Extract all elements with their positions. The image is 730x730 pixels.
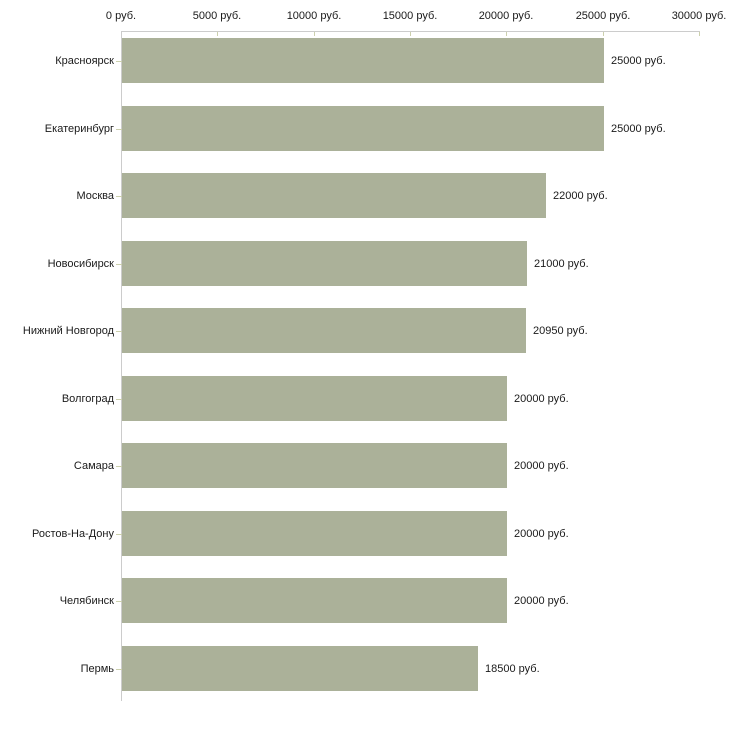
bar	[122, 241, 527, 286]
value-label: 20000 руб.	[514, 594, 569, 607]
x-axis-tick-mark	[410, 31, 411, 36]
value-label: 18500 руб.	[485, 662, 540, 675]
category-tick-mark	[116, 399, 122, 400]
x-axis-tick-mark	[699, 31, 700, 36]
bar	[122, 511, 507, 556]
x-axis-tick-label: 25000 руб.	[575, 10, 631, 22]
category-label: Красноярск	[55, 54, 114, 67]
category-label: Самара	[73, 459, 114, 472]
bar	[122, 578, 507, 623]
bar	[122, 646, 478, 691]
value-label: 20000 руб.	[514, 459, 569, 472]
bar	[122, 308, 526, 353]
value-label: 22000 руб.	[553, 189, 608, 202]
category-label: Новосибирск	[47, 257, 114, 270]
x-axis-tick-label: 15000 руб.	[382, 10, 438, 22]
category-tick-mark	[116, 601, 122, 602]
x-axis-tick-mark	[314, 31, 315, 36]
value-label: 25000 руб.	[611, 122, 666, 135]
x-axis-tick-mark	[506, 31, 507, 36]
category-tick-mark	[116, 129, 122, 130]
category-tick-mark	[116, 331, 122, 332]
category-label: Екатеринбург	[44, 122, 114, 135]
x-axis-line	[121, 31, 700, 32]
category-tick-mark	[116, 264, 122, 265]
category-label: Москва	[76, 189, 114, 202]
x-axis-tick-label: 5000 руб.	[192, 10, 242, 22]
y-axis-line	[121, 31, 122, 701]
category-label: Нижний Новгород	[22, 324, 114, 337]
value-label: 20000 руб.	[514, 527, 569, 540]
category-tick-mark	[116, 61, 122, 62]
category-label: Пермь	[80, 662, 114, 675]
value-label: 20950 руб.	[533, 324, 588, 337]
bar	[122, 376, 507, 421]
bar	[122, 173, 546, 218]
category-tick-mark	[116, 669, 122, 670]
x-axis-tick-mark	[217, 31, 218, 36]
category-tick-mark	[116, 196, 122, 197]
bar	[122, 106, 604, 151]
value-label: 21000 руб.	[534, 257, 589, 270]
category-tick-mark	[116, 466, 122, 467]
category-label: Волгоград	[61, 392, 114, 405]
x-axis-tick-label: 10000 руб.	[286, 10, 342, 22]
category-label: Челябинск	[59, 594, 114, 607]
x-axis-tick-label: 30000 руб.	[671, 10, 727, 22]
x-axis-tick-label: 20000 руб.	[478, 10, 534, 22]
x-axis-tick-mark	[603, 31, 604, 36]
bar	[122, 38, 604, 83]
category-label: Ростов-На-Дону	[31, 527, 114, 540]
bar	[122, 443, 507, 488]
x-axis-tick-label: 0 руб.	[105, 10, 137, 22]
category-tick-mark	[116, 534, 122, 535]
value-label: 20000 руб.	[514, 392, 569, 405]
value-label: 25000 руб.	[611, 54, 666, 67]
